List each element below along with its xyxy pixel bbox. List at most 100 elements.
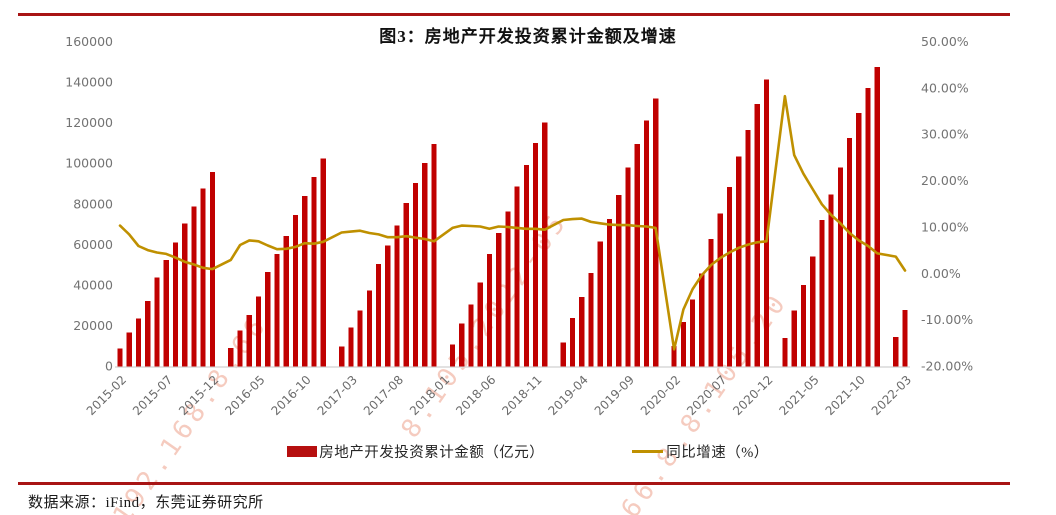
- investment-bar: [228, 348, 234, 367]
- investment-bar: [800, 284, 807, 367]
- x-axis-tick-label: 2022-03: [869, 373, 914, 418]
- investment-bar: [782, 338, 788, 367]
- investment-bar: [126, 332, 132, 367]
- x-axis-tick-label: 2020-07: [684, 373, 729, 418]
- investment-bar: [385, 245, 391, 367]
- investment-bar: [606, 218, 613, 367]
- x-axis-tick-label: 2020-02: [638, 373, 683, 418]
- top-divider: [18, 13, 1010, 16]
- x-axis-tick-label: 2019-09: [592, 373, 637, 418]
- investment-bar: [754, 103, 760, 367]
- investment-bar: [468, 304, 474, 367]
- investment-bar: [477, 282, 483, 367]
- x-axis-tick-label: 2018-01: [407, 373, 452, 418]
- investment-bar: [865, 88, 871, 367]
- legend-label-growth: 同比增速（%）: [666, 445, 769, 461]
- x-axis-tick-label: 2017-08: [361, 373, 406, 418]
- x-axis-tick-label: 2016-05: [222, 373, 267, 418]
- investment-bar: [302, 196, 308, 367]
- investment-bar: [680, 321, 686, 367]
- investment-bar: [422, 162, 428, 367]
- legend-bar-swatch: [287, 446, 318, 457]
- investment-bar: [357, 310, 363, 367]
- investment-bar: [597, 241, 603, 367]
- investment-bar: [828, 194, 834, 367]
- investment-bar: [625, 167, 631, 367]
- right-axis-tick-label: -20.00%: [921, 359, 973, 374]
- investment-bar: [375, 263, 382, 367]
- left-axis-tick-label: 120000: [65, 115, 113, 130]
- investment-bar: [736, 156, 742, 367]
- legend-line-swatch: [632, 450, 664, 453]
- investment-bar: [154, 277, 160, 367]
- investment-bar: [708, 239, 714, 367]
- investment-bar: [837, 167, 843, 367]
- investment-bar: [200, 188, 206, 367]
- legend-item-investment: 房地产开发投资累计金额（亿元）: [287, 441, 544, 462]
- investment-bar: [505, 211, 511, 367]
- investment-bar: [311, 177, 317, 367]
- investment-bar: [486, 253, 493, 367]
- investment-bar: [412, 182, 419, 367]
- investment-bar: [237, 330, 243, 367]
- legend-label-investment: 房地产开发投资累计金额（亿元）: [319, 445, 545, 461]
- right-axis-tick-label: 10.00%: [921, 219, 969, 234]
- investment-bar: [274, 254, 280, 367]
- investment-bar: [265, 271, 271, 367]
- investment-bar: [791, 310, 797, 367]
- growth-line: [118, 94, 907, 351]
- left-axis-tick-label: 0: [105, 359, 113, 374]
- investment-bar: [246, 315, 252, 367]
- right-axis-tick-label: 40.00%: [921, 80, 969, 95]
- footer-divider: [18, 482, 1010, 485]
- right-axis-tick-label: 20.00%: [921, 173, 969, 188]
- investment-bar: [366, 290, 372, 367]
- left-axis-tick-label: 80000: [73, 196, 113, 211]
- left-axis-tick-label: 20000: [73, 318, 113, 333]
- investment-bar: [459, 323, 465, 367]
- left-axis-tick-label: 140000: [65, 75, 113, 90]
- left-axis-tick-label: 160000: [65, 34, 113, 49]
- investment-bar: [726, 187, 733, 367]
- investment-bar: [348, 327, 354, 367]
- investment-bar: [117, 348, 123, 367]
- investment-bar: [763, 79, 770, 367]
- investment-bar: [717, 213, 723, 367]
- investment-bar: [431, 143, 437, 367]
- chart-title: 图3：房地产开发投资累计金额及增速: [379, 27, 677, 46]
- right-axis-tick-label: 0.00%: [921, 266, 961, 281]
- x-axis-tick-label: 2021-10: [823, 373, 868, 418]
- investment-bar: [634, 144, 640, 367]
- investment-bar: [182, 223, 188, 367]
- left-axis-tick-label: 100000: [65, 156, 113, 171]
- investment-bar: [893, 337, 899, 367]
- investment-bar: [588, 273, 594, 367]
- investment-bar: [616, 194, 622, 367]
- left-axis-tick-label: 40000: [73, 277, 113, 292]
- investment-bar: [902, 310, 908, 367]
- investment-combo-chart: 0 20000 40000 60000 80000 100000 120000 140000 1…: [65, 34, 973, 418]
- right-axis-tick-label: 30.00%: [921, 127, 969, 142]
- investment-bar: [255, 296, 262, 367]
- investment-bar: [810, 256, 816, 367]
- x-axis-tick-label: 2021-05: [776, 373, 821, 418]
- investment-bar: [514, 186, 520, 367]
- investment-bar: [699, 273, 705, 367]
- x-axis-tick-label: 2016-10: [268, 373, 313, 418]
- investment-bar: [523, 165, 529, 367]
- investment-bar: [283, 235, 289, 367]
- investment-bar: [449, 344, 456, 367]
- investment-bar: [643, 120, 650, 367]
- x-axis-tick-label: 2015-02: [84, 373, 129, 418]
- investment-bar: [292, 215, 299, 367]
- investment-bar: [819, 220, 825, 367]
- investment-bar: [163, 259, 169, 367]
- right-axis-tick-label: -10.00%: [921, 312, 973, 327]
- x-axis-tick-label: 2015-12: [176, 373, 221, 418]
- right-axis-tick-label: 50.00%: [921, 34, 969, 49]
- investment-bar: [320, 158, 326, 367]
- investment-bar: [874, 67, 880, 367]
- investment-bar: [569, 318, 576, 367]
- investment-bar: [542, 122, 548, 367]
